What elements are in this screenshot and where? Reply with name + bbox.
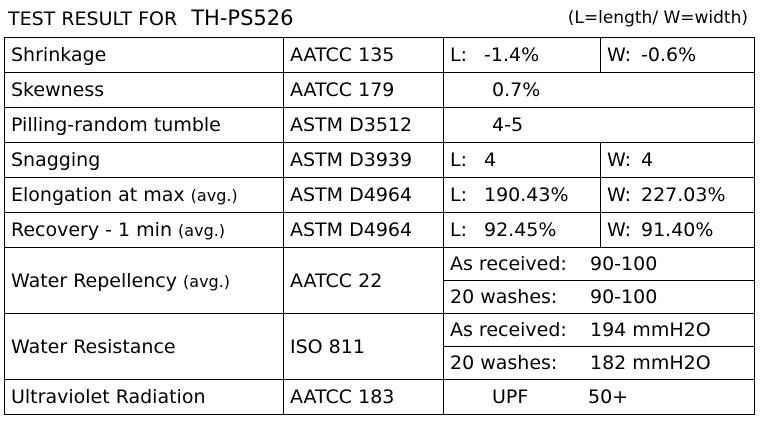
- result: W: 227.03%: [600, 177, 755, 213]
- label: W:: [607, 149, 632, 171]
- row: 20 washes: 182 mmH2O: [5, 346, 755, 380]
- label: 20 washes:: [450, 286, 558, 308]
- result: W: -0.6%: [600, 37, 755, 73]
- test: Skewness: [4, 72, 284, 108]
- result: L: 92.45%: [443, 212, 601, 248]
- test-suffix: (avg.): [190, 186, 238, 205]
- value: 4: [484, 149, 497, 171]
- result: As received: 90-100: [443, 247, 755, 281]
- label: L:: [450, 44, 467, 66]
- label: L:: [450, 149, 467, 171]
- label: UPF: [492, 386, 529, 408]
- result: 20 washes: 90-100: [443, 280, 755, 314]
- label: W:: [607, 44, 632, 66]
- value: 50+: [588, 386, 629, 408]
- row: Water Resistance ISO 811 As received: 194…: [4, 313, 755, 380]
- row: Shrinkage AATCC 135 L: -1.4% W: -0.6%: [4, 37, 755, 73]
- value: 190.43%: [484, 184, 569, 206]
- row: Elongation at max (avg.) ASTM D4964 L: 19…: [4, 177, 755, 213]
- results-table: Shrinkage AATCC 135 L: -1.4% W: -0.6% Skew…: [4, 37, 755, 415]
- result: W: 4: [600, 142, 755, 178]
- method: AATCC 179: [283, 72, 444, 108]
- test: Water Repellency (avg.): [4, 247, 284, 314]
- test-name: Water Repellency: [11, 269, 177, 292]
- product-code: TH-PS526: [191, 6, 294, 30]
- value: 92.45%: [484, 219, 557, 241]
- label: 20 washes:: [450, 352, 558, 374]
- method: ASTM D3512: [283, 107, 444, 143]
- method: ASTM D3939: [283, 142, 444, 178]
- method: AATCC 183: [283, 379, 444, 415]
- test: Water Resistance: [4, 313, 284, 380]
- label: W:: [607, 184, 632, 206]
- value: 90-100: [590, 253, 658, 275]
- test: Snagging: [4, 142, 284, 178]
- test: Recovery - 1 min (avg.): [4, 212, 284, 248]
- result: 0.7%: [443, 72, 755, 108]
- row: Ultraviolet Radiation AATCC 183 UPF 50+: [4, 379, 755, 415]
- value: 90-100: [590, 286, 658, 308]
- row: Pilling-random tumble ASTM D3512 4-5: [4, 107, 755, 143]
- test-suffix: (avg.): [183, 271, 231, 291]
- test-name: Recovery - 1 min: [11, 219, 172, 241]
- test: Ultraviolet Radiation: [4, 379, 284, 415]
- test: Pilling-random tumble: [4, 107, 284, 143]
- test-name: Elongation at max: [11, 184, 185, 206]
- value: 0.7%: [492, 79, 541, 101]
- value: 4: [641, 149, 654, 171]
- label: As received:: [450, 253, 567, 275]
- test-suffix: (avg.): [178, 221, 226, 240]
- result: W: 91.40%: [600, 212, 755, 248]
- value: 4-5: [492, 114, 524, 136]
- value: -1.4%: [484, 44, 540, 66]
- row: 20 washes: 90-100: [5, 280, 755, 314]
- label: W:: [607, 219, 632, 241]
- header: TEST RESULT FOR TH-PS526 (L=length/ W=wid…: [8, 6, 748, 34]
- method: ISO 811: [283, 313, 444, 380]
- method: AATCC 135: [283, 37, 444, 73]
- value: 227.03%: [641, 184, 726, 206]
- result: L: 4: [443, 142, 601, 178]
- result: L: 190.43%: [443, 177, 601, 213]
- result: As received: 194 mmH2O: [443, 313, 755, 347]
- result: UPF 50+: [443, 379, 755, 415]
- test: Elongation at max (avg.): [4, 177, 284, 213]
- value: 182 mmH2O: [590, 352, 711, 374]
- test: Shrinkage: [4, 37, 284, 73]
- method: AATCC 22: [283, 247, 444, 314]
- result: 20 washes: 182 mmH2O: [443, 346, 755, 380]
- value: 194 mmH2O: [590, 319, 711, 341]
- method: ASTM D4964: [283, 177, 444, 213]
- label: As received:: [450, 319, 567, 341]
- value: -0.6%: [641, 44, 697, 66]
- row: Skewness AATCC 179 0.7%: [4, 72, 755, 108]
- title: TEST RESULT FOR: [8, 8, 178, 30]
- value: 91.40%: [641, 219, 714, 241]
- result: 4-5: [443, 107, 755, 143]
- method: ASTM D4964: [283, 212, 444, 248]
- row: Recovery - 1 min (avg.) ASTM D4964 L: 92.…: [4, 212, 755, 248]
- label: L:: [450, 184, 467, 206]
- label: L:: [450, 219, 467, 241]
- result: L: -1.4%: [443, 37, 601, 73]
- row: Snagging ASTM D3939 L: 4 W: 4: [4, 142, 755, 178]
- note: (L=length/ W=width): [567, 8, 748, 28]
- row: Water Repellency (avg.) AATCC 22 As rece…: [4, 247, 755, 314]
